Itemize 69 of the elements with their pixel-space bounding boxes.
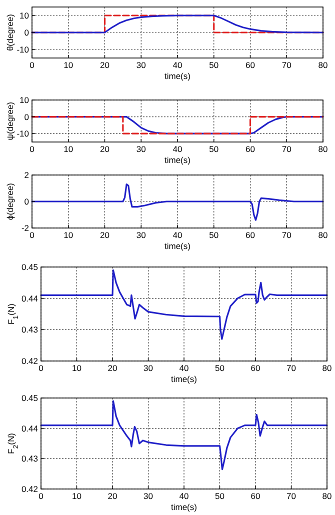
x-tick-label: 60 <box>246 144 256 154</box>
line-series <box>40 400 328 470</box>
x-tick-label: 20 <box>100 230 110 240</box>
y-axis-title: θ(degree) <box>5 14 15 51</box>
y-tick-label: -10 <box>16 44 30 54</box>
x-tick-label: 80 <box>318 230 328 240</box>
x-tick-label: 80 <box>318 60 328 70</box>
x-tick-label: 50 <box>215 363 225 373</box>
y-axis-title: ψ(degree) <box>5 102 15 140</box>
line-series <box>31 183 324 221</box>
x-tick-label: 30 <box>144 363 154 373</box>
y-tick-label: 0.44 <box>21 293 38 304</box>
x-tick-label: 50 <box>209 60 219 70</box>
y-tick-label: 10 <box>20 10 30 20</box>
y-tick-label: 0.44 <box>21 423 38 434</box>
x-tick-label: 30 <box>136 60 146 70</box>
x-axis-title: time(s) <box>171 502 198 512</box>
y-tick-label: 0 <box>24 28 30 38</box>
x-tick-label: 10 <box>64 144 74 154</box>
x-tick-label: 30 <box>136 144 146 154</box>
y-tick-label: 0.43 <box>21 454 38 464</box>
x-tick-label: 10 <box>72 363 82 373</box>
x-tick-label: 70 <box>286 363 296 373</box>
x-tick-label: 80 <box>322 491 332 501</box>
x-axis-title: time(s) <box>164 241 191 251</box>
y-tick-label: 0 <box>24 112 30 122</box>
x-tick-label: 70 <box>282 230 292 240</box>
y-tick-label: 10 <box>20 95 30 105</box>
y-tick-label: -10 <box>16 128 30 139</box>
x-tick-label: 30 <box>144 491 154 501</box>
x-tick-label: 40 <box>172 230 182 240</box>
x-axis-title: time(s) <box>164 155 191 165</box>
x-tick-label: 70 <box>286 491 296 501</box>
x-tick-label: 20 <box>100 144 110 154</box>
x-tick-label: 80 <box>318 144 328 154</box>
x-tick-label: 60 <box>250 491 260 501</box>
x-tick-label: 70 <box>282 144 292 154</box>
y-axis-title: ϕ(degree) <box>5 182 15 220</box>
y-tick-label: 0.42 <box>21 484 38 494</box>
x-tick-label: 60 <box>250 363 260 373</box>
x-tick-label: 50 <box>215 491 225 501</box>
x-tick-label: 50 <box>209 144 219 154</box>
x-tick-label: 60 <box>246 60 256 70</box>
x-tick-label: 60 <box>246 230 256 240</box>
y-tick-label: 0.45 <box>21 393 38 403</box>
y-tick-label: 0.45 <box>21 262 38 272</box>
x-tick-label: 30 <box>136 230 146 240</box>
x-tick-label: 20 <box>100 60 110 70</box>
y-tick-label: 2 <box>24 170 30 180</box>
y-tick-label: 0.43 <box>21 324 38 335</box>
x-tick-label: 80 <box>322 363 332 373</box>
y-tick-label: 0 <box>24 196 30 206</box>
x-tick-label: 20 <box>108 363 118 373</box>
x-tick-label: 50 <box>209 230 219 240</box>
x-tick-label: 40 <box>172 60 182 70</box>
x-tick-label: 40 <box>179 363 189 373</box>
x-axis-title: time(s) <box>164 71 191 81</box>
x-axis-title: time(s) <box>171 374 198 384</box>
y-tick-label: 0.42 <box>21 356 38 366</box>
y-tick-label: -2 <box>21 223 30 233</box>
x-tick-label: 10 <box>64 230 74 240</box>
line-series <box>31 116 324 134</box>
x-tick-label: 10 <box>64 60 74 70</box>
x-tick-label: 40 <box>172 144 182 154</box>
x-tick-label: 20 <box>108 491 118 501</box>
x-tick-label: 10 <box>72 491 82 501</box>
x-tick-label: 40 <box>179 491 189 501</box>
x-tick-label: 70 <box>282 60 292 70</box>
line-series <box>40 269 328 340</box>
